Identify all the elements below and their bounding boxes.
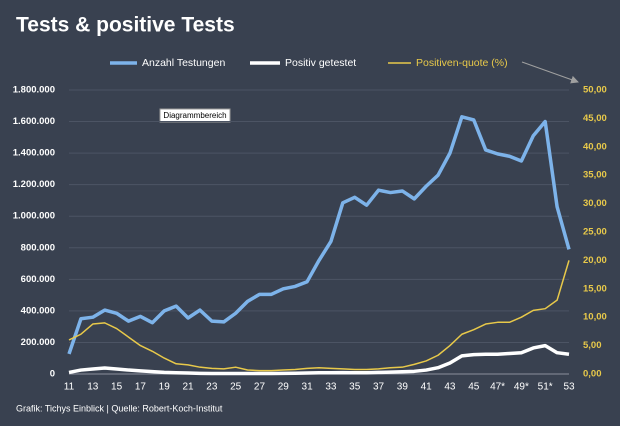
series-line bbox=[67, 115, 571, 355]
source: Grafik: Tichys Einblick | Quelle: Robert… bbox=[16, 403, 223, 413]
x-tick-label: 47* bbox=[490, 382, 505, 393]
y-tick-label: 1.000.000 bbox=[13, 211, 55, 222]
y2-tick-label: 35,00 bbox=[583, 170, 607, 181]
x-tick-label: 17 bbox=[135, 382, 147, 393]
x-tick-label: 11 bbox=[64, 382, 75, 393]
x-tick-label: 15 bbox=[111, 382, 123, 393]
legend-label: Anzahl Testungen bbox=[142, 57, 225, 69]
x-tick-label: 49* bbox=[514, 382, 529, 393]
y2-tick-label: 15,00 bbox=[583, 283, 607, 294]
x-tick-label: 23 bbox=[206, 382, 218, 393]
x-tick-label: 19 bbox=[159, 382, 171, 393]
x-tick-label: 45 bbox=[468, 382, 480, 393]
y2-tick-label: 30,00 bbox=[583, 198, 607, 209]
y-tick-label: 200.000 bbox=[21, 337, 55, 348]
annotation-arrow bbox=[521, 61, 579, 84]
y-tick-label: 1.400.000 bbox=[13, 148, 55, 159]
x-tick-label: 29 bbox=[278, 382, 290, 393]
series-line bbox=[68, 260, 570, 372]
y2-tick-label: 10,00 bbox=[583, 312, 607, 323]
x-tick-label: 21 bbox=[182, 382, 194, 393]
x-tick-label: 51* bbox=[538, 382, 553, 393]
x-tick-label: 13 bbox=[87, 382, 99, 393]
y2-tick-label: 45,00 bbox=[583, 113, 607, 124]
y2-tick-label: 50,00 bbox=[583, 85, 607, 96]
y-tick-label: 1.800.000 bbox=[13, 85, 55, 96]
x-tick-label: 31 bbox=[302, 382, 314, 393]
y-tick-label: 400.000 bbox=[21, 305, 55, 316]
y-tick-label: 0 bbox=[50, 369, 55, 380]
tooltip: Diagrammbereich bbox=[163, 111, 226, 120]
x-tick-label: 33 bbox=[325, 382, 337, 393]
x-tick-label: 53 bbox=[563, 382, 575, 393]
x-tick-label: 43 bbox=[444, 382, 456, 393]
y-tick-label: 1.200.000 bbox=[13, 179, 55, 190]
x-tick-label: 25 bbox=[230, 382, 242, 393]
x-tick-label: 41 bbox=[421, 382, 433, 393]
y-tick-label: 600.000 bbox=[21, 274, 55, 285]
y2-tick-label: 0,00 bbox=[583, 369, 602, 380]
x-tick-label: 27 bbox=[254, 382, 266, 393]
x-tick-label: 35 bbox=[349, 382, 361, 393]
series-line bbox=[68, 343, 570, 376]
chart-title: Tests & positive Tests bbox=[16, 14, 235, 37]
y2-tick-label: 5,00 bbox=[583, 340, 602, 351]
legend-label: Positiven-quote (%) bbox=[416, 57, 508, 69]
x-tick-label: 39 bbox=[397, 382, 409, 393]
y2-tick-label: 20,00 bbox=[583, 255, 607, 266]
legend-label: Positiv getestet bbox=[285, 57, 356, 69]
y-tick-label: 1.600.000 bbox=[13, 116, 55, 127]
y2-tick-label: 40,00 bbox=[583, 141, 607, 152]
y2-tick-label: 25,00 bbox=[583, 227, 607, 238]
y-tick-label: 800.000 bbox=[21, 242, 55, 253]
x-tick-label: 37 bbox=[373, 382, 385, 393]
